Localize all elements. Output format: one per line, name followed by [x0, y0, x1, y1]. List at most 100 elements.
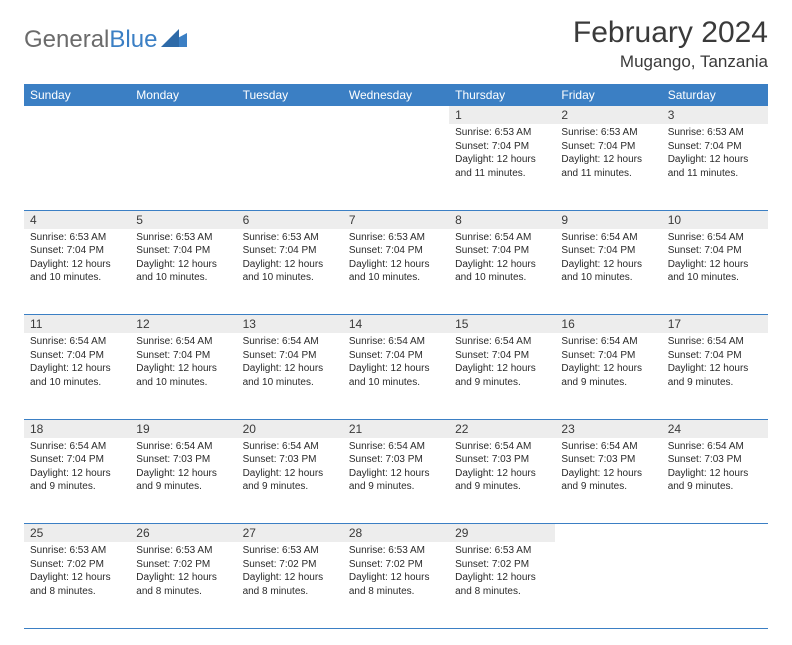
logo: GeneralBlue	[24, 16, 187, 54]
day-number-cell: 23	[555, 419, 661, 438]
day-number-row: 45678910	[24, 210, 768, 229]
day-number-cell: 25	[24, 524, 130, 543]
day-number-cell: 10	[662, 210, 768, 229]
day-number-cell: 20	[237, 419, 343, 438]
daylight-line: Daylight: 12 hours and 9 minutes.	[455, 467, 549, 494]
daylight-line: Daylight: 12 hours and 10 minutes.	[561, 258, 655, 285]
day-number-cell	[555, 524, 661, 543]
day-cell	[130, 124, 236, 210]
day-cell: Sunrise: 6:54 AMSunset: 7:04 PMDaylight:…	[449, 333, 555, 419]
daylight-line: Daylight: 12 hours and 10 minutes.	[30, 258, 124, 285]
sunrise-line: Sunrise: 6:54 AM	[243, 440, 337, 454]
sunset-line: Sunset: 7:04 PM	[561, 244, 655, 258]
sunrise-line: Sunrise: 6:54 AM	[668, 231, 762, 245]
daylight-line: Daylight: 12 hours and 9 minutes.	[349, 467, 443, 494]
day-cell: Sunrise: 6:54 AMSunset: 7:03 PMDaylight:…	[449, 438, 555, 524]
calendar-table: SundayMondayTuesdayWednesdayThursdayFrid…	[24, 84, 768, 629]
daylight-line: Daylight: 12 hours and 9 minutes.	[668, 362, 762, 389]
weekday-header: Saturday	[662, 84, 768, 106]
sunset-line: Sunset: 7:04 PM	[136, 244, 230, 258]
sunset-line: Sunset: 7:04 PM	[349, 244, 443, 258]
sunset-line: Sunset: 7:03 PM	[349, 453, 443, 467]
day-number-cell: 6	[237, 210, 343, 229]
sunset-line: Sunset: 7:04 PM	[243, 349, 337, 363]
day-cell: Sunrise: 6:53 AMSunset: 7:04 PMDaylight:…	[237, 229, 343, 315]
day-number-cell: 8	[449, 210, 555, 229]
daylight-line: Daylight: 12 hours and 9 minutes.	[561, 362, 655, 389]
sunset-line: Sunset: 7:03 PM	[136, 453, 230, 467]
day-number-cell: 18	[24, 419, 130, 438]
sunrise-line: Sunrise: 6:53 AM	[30, 544, 124, 558]
daylight-line: Daylight: 12 hours and 11 minutes.	[455, 153, 549, 180]
daylight-line: Daylight: 12 hours and 8 minutes.	[243, 571, 337, 598]
sunrise-line: Sunrise: 6:54 AM	[349, 335, 443, 349]
sunrise-line: Sunrise: 6:54 AM	[349, 440, 443, 454]
sunrise-line: Sunrise: 6:54 AM	[30, 335, 124, 349]
day-cell: Sunrise: 6:53 AMSunset: 7:02 PMDaylight:…	[343, 542, 449, 628]
day-number-cell: 19	[130, 419, 236, 438]
day-number-cell: 2	[555, 106, 661, 124]
sunrise-line: Sunrise: 6:53 AM	[243, 544, 337, 558]
day-number-cell: 5	[130, 210, 236, 229]
sunset-line: Sunset: 7:02 PM	[136, 558, 230, 572]
day-number-cell: 22	[449, 419, 555, 438]
day-cell	[24, 124, 130, 210]
day-number-cell	[237, 106, 343, 124]
sunset-line: Sunset: 7:04 PM	[668, 244, 762, 258]
day-cell	[662, 542, 768, 628]
day-number-cell: 28	[343, 524, 449, 543]
sunrise-line: Sunrise: 6:54 AM	[455, 440, 549, 454]
sunset-line: Sunset: 7:04 PM	[243, 244, 337, 258]
title-block: February 2024 Mugango, Tanzania	[573, 16, 768, 72]
day-cell: Sunrise: 6:54 AMSunset: 7:04 PMDaylight:…	[24, 438, 130, 524]
sunset-line: Sunset: 7:04 PM	[455, 349, 549, 363]
day-number-cell	[130, 106, 236, 124]
day-cell	[555, 542, 661, 628]
day-number-cell: 11	[24, 315, 130, 334]
sunset-line: Sunset: 7:04 PM	[668, 349, 762, 363]
day-cell: Sunrise: 6:54 AMSunset: 7:04 PMDaylight:…	[555, 333, 661, 419]
day-number-cell: 4	[24, 210, 130, 229]
sunrise-line: Sunrise: 6:54 AM	[136, 335, 230, 349]
sunrise-line: Sunrise: 6:53 AM	[349, 231, 443, 245]
sunset-line: Sunset: 7:04 PM	[455, 244, 549, 258]
sunset-line: Sunset: 7:04 PM	[349, 349, 443, 363]
weekday-header: Friday	[555, 84, 661, 106]
sunrise-line: Sunrise: 6:54 AM	[243, 335, 337, 349]
day-cell: Sunrise: 6:54 AMSunset: 7:03 PMDaylight:…	[237, 438, 343, 524]
day-number-cell: 26	[130, 524, 236, 543]
sunrise-line: Sunrise: 6:54 AM	[455, 231, 549, 245]
daylight-line: Daylight: 12 hours and 9 minutes.	[136, 467, 230, 494]
sunrise-line: Sunrise: 6:53 AM	[30, 231, 124, 245]
sunrise-line: Sunrise: 6:53 AM	[349, 544, 443, 558]
day-cell	[343, 124, 449, 210]
day-cell: Sunrise: 6:54 AMSunset: 7:03 PMDaylight:…	[555, 438, 661, 524]
day-content-row: Sunrise: 6:53 AMSunset: 7:04 PMDaylight:…	[24, 229, 768, 315]
daylight-line: Daylight: 12 hours and 10 minutes.	[243, 362, 337, 389]
weekday-header: Tuesday	[237, 84, 343, 106]
daylight-line: Daylight: 12 hours and 10 minutes.	[243, 258, 337, 285]
daylight-line: Daylight: 12 hours and 9 minutes.	[561, 467, 655, 494]
sunrise-line: Sunrise: 6:53 AM	[455, 544, 549, 558]
day-number-cell: 13	[237, 315, 343, 334]
day-cell: Sunrise: 6:53 AMSunset: 7:02 PMDaylight:…	[449, 542, 555, 628]
day-cell: Sunrise: 6:54 AMSunset: 7:04 PMDaylight:…	[662, 229, 768, 315]
day-number-row: 123	[24, 106, 768, 124]
daylight-line: Daylight: 12 hours and 9 minutes.	[30, 467, 124, 494]
weekday-header: Wednesday	[343, 84, 449, 106]
sunrise-line: Sunrise: 6:53 AM	[455, 126, 549, 140]
sunrise-line: Sunrise: 6:53 AM	[668, 126, 762, 140]
weekday-header: Thursday	[449, 84, 555, 106]
day-number-cell: 12	[130, 315, 236, 334]
sunrise-line: Sunrise: 6:54 AM	[30, 440, 124, 454]
day-cell: Sunrise: 6:53 AMSunset: 7:02 PMDaylight:…	[237, 542, 343, 628]
weekday-header: Sunday	[24, 84, 130, 106]
day-content-row: Sunrise: 6:54 AMSunset: 7:04 PMDaylight:…	[24, 333, 768, 419]
day-number-cell	[662, 524, 768, 543]
page-header: GeneralBlue February 2024 Mugango, Tanza…	[24, 16, 768, 72]
daylight-line: Daylight: 12 hours and 9 minutes.	[668, 467, 762, 494]
day-cell: Sunrise: 6:54 AMSunset: 7:04 PMDaylight:…	[237, 333, 343, 419]
sunset-line: Sunset: 7:02 PM	[30, 558, 124, 572]
day-content-row: Sunrise: 6:54 AMSunset: 7:04 PMDaylight:…	[24, 438, 768, 524]
day-number-cell	[24, 106, 130, 124]
